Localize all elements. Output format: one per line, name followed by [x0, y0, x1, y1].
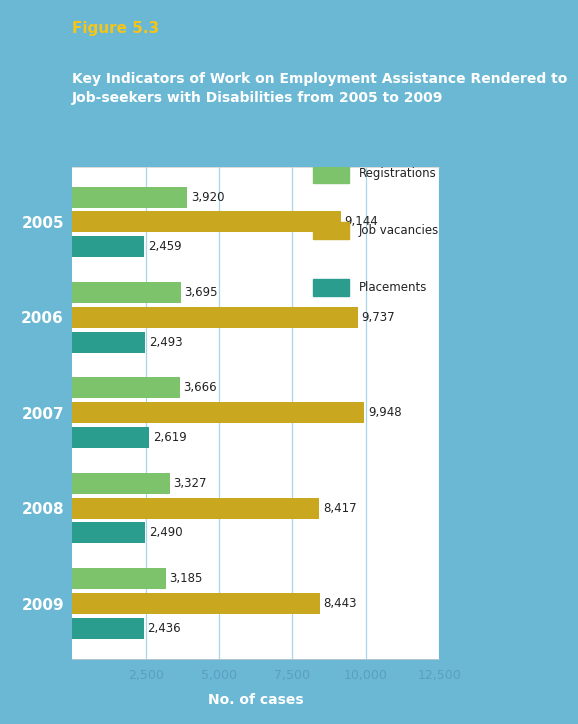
Text: 2,619: 2,619 — [153, 431, 187, 444]
Text: 9,144: 9,144 — [344, 215, 378, 228]
Bar — [72, 377, 180, 398]
Text: 2,490: 2,490 — [149, 526, 183, 539]
Text: 9,948: 9,948 — [368, 406, 402, 419]
Text: 3,920: 3,920 — [191, 190, 224, 203]
Text: Key Indicators of Work on Employment Assistance Rendered to
Job-seekers with Dis: Key Indicators of Work on Employment Ass… — [72, 72, 568, 106]
Text: 8,443: 8,443 — [324, 597, 357, 610]
Bar — [72, 236, 144, 257]
Bar — [72, 332, 146, 353]
Bar — [72, 568, 166, 589]
Text: 2,436: 2,436 — [147, 622, 181, 635]
Bar — [72, 593, 320, 614]
Bar — [72, 497, 320, 518]
FancyBboxPatch shape — [313, 222, 349, 239]
Text: 2,459: 2,459 — [148, 240, 181, 253]
Bar — [72, 403, 364, 423]
Bar — [72, 307, 358, 328]
Text: Placements: Placements — [358, 281, 427, 294]
Text: 2,493: 2,493 — [149, 336, 183, 348]
Bar — [72, 282, 181, 303]
Text: 8,417: 8,417 — [323, 502, 357, 515]
Text: 3,695: 3,695 — [184, 286, 218, 299]
Text: Registrations: Registrations — [358, 167, 436, 180]
Text: 9,737: 9,737 — [362, 311, 395, 324]
Text: Figure 5.3: Figure 5.3 — [72, 20, 160, 35]
Bar — [72, 427, 149, 448]
X-axis label: No. of cases: No. of cases — [208, 694, 303, 707]
Text: 3,185: 3,185 — [169, 572, 203, 585]
Text: Job vacancies: Job vacancies — [358, 224, 439, 237]
FancyBboxPatch shape — [313, 165, 349, 182]
Bar — [72, 523, 145, 544]
Bar — [72, 187, 187, 208]
Text: 3,666: 3,666 — [183, 382, 217, 395]
Bar — [72, 211, 341, 232]
Bar — [72, 618, 144, 639]
Bar — [72, 473, 170, 494]
Text: 3,327: 3,327 — [173, 477, 207, 489]
FancyBboxPatch shape — [313, 279, 349, 295]
